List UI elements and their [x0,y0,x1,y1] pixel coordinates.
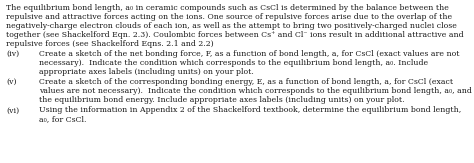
Text: repulsive and attractive forces acting on the ions. One source of repulsive forc: repulsive and attractive forces acting o… [6,13,452,21]
Text: values are not necessary).  Indicate the condition which corresponds to the equi: values are not necessary). Indicate the … [39,87,472,95]
Text: necessary).  Indicate the condition which corresponds to the equilibrium bond le: necessary). Indicate the condition which… [39,59,428,67]
Text: appropriate axes labels (including units) on your plot.: appropriate axes labels (including units… [39,68,254,76]
Text: repulsive forces (see Shackelford Eqns. 2.1 and 2.2): repulsive forces (see Shackelford Eqns. … [6,40,214,48]
Text: Create a sketch of the net bonding force, F, as a function of bond length, a, fo: Create a sketch of the net bonding force… [39,50,459,58]
Text: Using the information in Appendix 2 of the Shackelford textbook, determine the e: Using the information in Appendix 2 of t… [39,106,461,114]
Text: The equilibrium bond length, a₀ in ceramic compounds such as CsCl is determined : The equilibrium bond length, a₀ in ceram… [6,4,449,12]
Text: a₀, for CsCl.: a₀, for CsCl. [39,115,86,123]
Text: (iv): (iv) [6,50,19,58]
Text: (v): (v) [6,78,17,86]
Text: together (see Shackelford Eqn. 2.3). Coulombic forces between Cs⁺ and Cl⁻ ions r: together (see Shackelford Eqn. 2.3). Cou… [6,31,464,39]
Text: the equilibrium bond energy. Include appropriate axes labels (including units) o: the equilibrium bond energy. Include app… [39,96,404,104]
Text: Create a sketch of the corresponding bonding energy, E, as a function of bond le: Create a sketch of the corresponding bon… [39,78,453,86]
Text: negatively-charge electron clouds of each ion, as well as the attempt to bring t: negatively-charge electron clouds of eac… [6,22,457,30]
Text: (vi): (vi) [6,106,19,114]
